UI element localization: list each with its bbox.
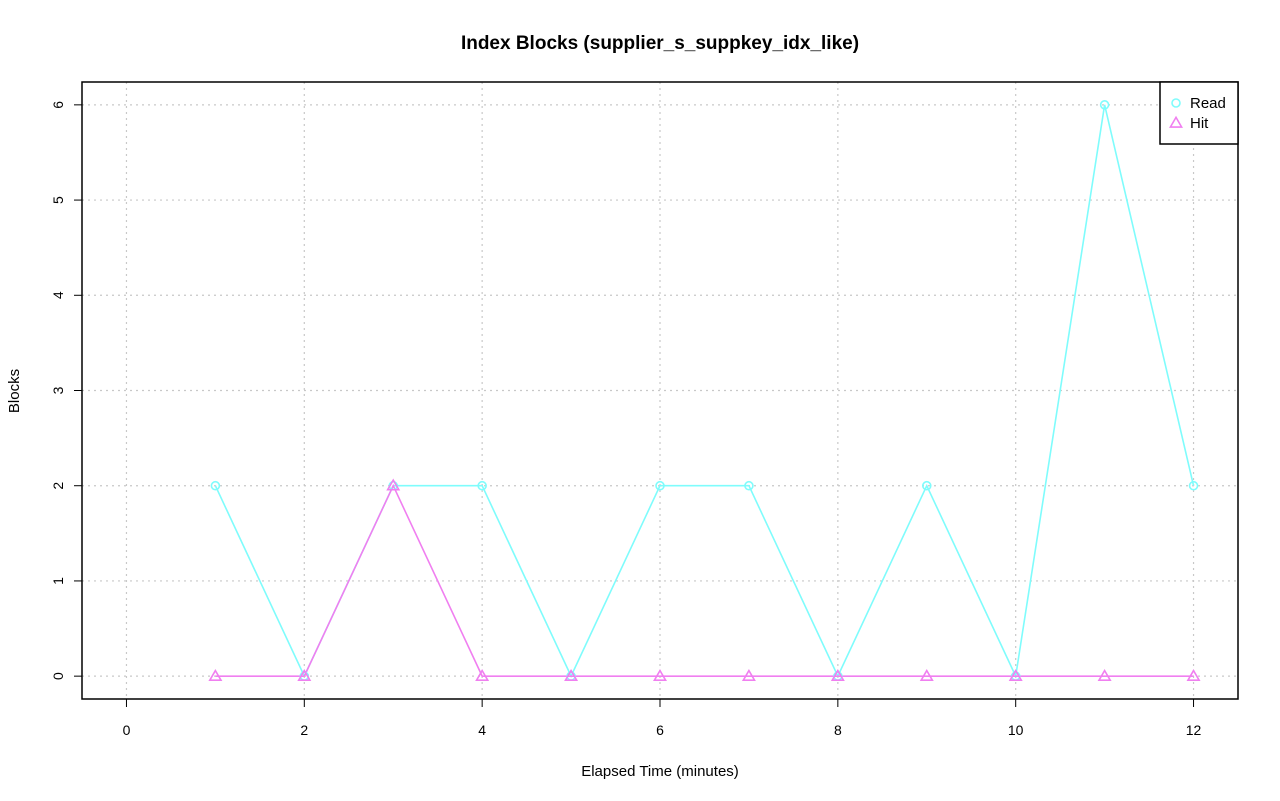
series-lines [214,104,1195,679]
data-point-read [1188,480,1199,491]
y-axis: 0 1 2 3 4 5 6 [50,101,83,680]
y-axis-label: Blocks [6,369,23,413]
chart-title: Index Blocks (supplier_s_suppkey_idx_lik… [461,33,859,54]
data-point-read [655,480,665,491]
data-point-hit [741,668,756,681]
data-point-hit [919,668,934,681]
grid [82,82,1238,699]
y-tick-label: 6 [50,101,66,109]
x-tick-label: 0 [123,722,131,738]
legend: Read Hit [1159,81,1239,145]
y-tick-label: 1 [50,577,66,585]
x-tick-label: 10 [1008,722,1024,738]
x-tick-label: 6 [656,722,664,738]
x-axis: 0 2 4 6 8 10 12 [123,698,1202,738]
data-point-hit [386,478,401,491]
y-tick-label: 5 [50,196,66,204]
data-point-hit [1097,668,1112,681]
y-tick-label: 3 [50,386,66,394]
data-point-hit [297,668,312,681]
series-line-hit [215,483,1194,677]
y-tick-label: 0 [50,672,66,680]
data-point-hit [564,668,579,681]
data-point-hit [653,668,667,681]
y-tick-label: 2 [50,482,66,490]
legend-marker-hit [1169,115,1183,128]
data-point-hit [830,668,845,681]
legend-marker-read [1171,98,1181,108]
legend-label-hit: Hit [1190,115,1209,132]
legend-label-read: Read [1190,95,1226,112]
series-line-read [214,104,1195,679]
data-point-hit [208,668,223,681]
x-tick-label: 8 [834,722,842,738]
data-point-hit [1186,668,1201,681]
y-tick-label: 4 [50,291,66,299]
data-point-read [921,480,932,491]
x-axis-label: Elapsed Time (minutes) [581,763,739,780]
data-point-read [210,480,221,491]
series-points [208,100,1201,681]
x-tick-label: 4 [478,722,486,738]
data-point-read [1099,100,1110,110]
x-tick-label: 2 [300,722,308,738]
data-point-read [477,480,487,491]
legend-box [1159,81,1239,145]
x-tick-label: 12 [1186,722,1202,738]
data-point-hit [475,668,490,681]
data-point-hit [1008,668,1023,681]
data-point-read [744,480,754,491]
